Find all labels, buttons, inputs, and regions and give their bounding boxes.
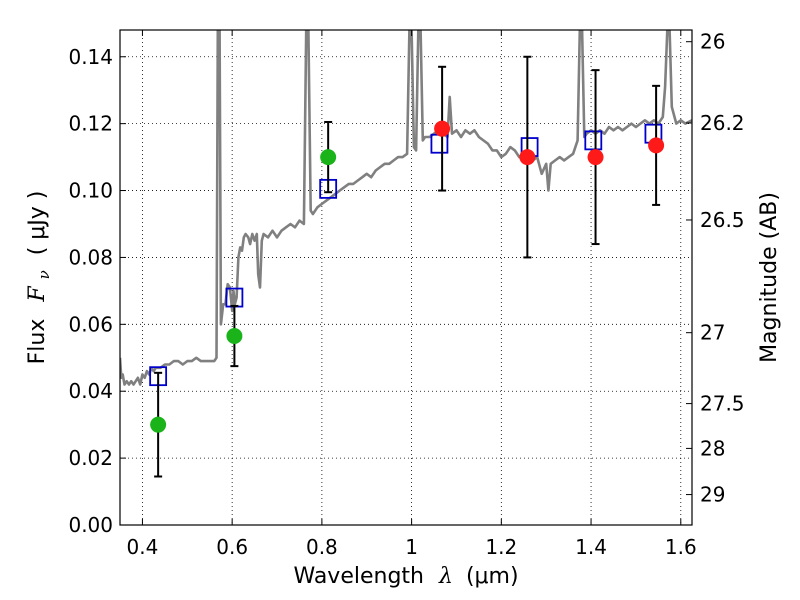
y2-tick-label: 27.5 bbox=[700, 392, 745, 416]
marker-layer bbox=[149, 55, 665, 478]
y-tick-label: 0.06 bbox=[68, 312, 113, 336]
y-tick-label: 0.08 bbox=[68, 245, 113, 269]
model-square-marker bbox=[430, 133, 449, 154]
y-tick-label: 0.14 bbox=[68, 45, 113, 69]
x-axis-label: Wavelength λ (μm) bbox=[293, 564, 518, 589]
y-tick-label: 0.02 bbox=[68, 446, 113, 470]
red-data-point bbox=[648, 137, 665, 154]
red-data-point bbox=[434, 120, 451, 137]
x-axis-label-prefix: Wavelength bbox=[293, 564, 424, 589]
y-tick-label: 0.12 bbox=[68, 112, 113, 136]
green-data-point bbox=[150, 416, 167, 433]
y-axis-label-prefix: Flux bbox=[25, 319, 50, 365]
x-tick-label: 1.2 bbox=[485, 535, 517, 559]
y2-tick-label: 28 bbox=[700, 436, 725, 460]
red-data-point bbox=[519, 149, 536, 166]
y-tick-label: 0.10 bbox=[68, 179, 113, 203]
x-tick-label: 0.6 bbox=[216, 535, 248, 559]
x-axis-label-unit: (μm) bbox=[466, 564, 519, 589]
x-axis-label-symbol: λ bbox=[438, 564, 453, 589]
green-data-point bbox=[320, 149, 337, 166]
y2-tick-label: 27 bbox=[700, 321, 725, 345]
grid-lines bbox=[120, 30, 692, 526]
plot-frame bbox=[119, 29, 693, 526]
x-tick-label: 0.4 bbox=[127, 535, 159, 559]
model-square-marker bbox=[584, 130, 603, 151]
y2-tick-label: 26.2 bbox=[700, 111, 745, 135]
spectrum-line bbox=[120, 30, 692, 386]
y2-tick-label: 26 bbox=[700, 30, 725, 54]
x-tick-label: 1.4 bbox=[575, 535, 607, 559]
y-axis-label: Flux F ν ( μJy ) bbox=[25, 191, 55, 365]
red-data-point bbox=[587, 149, 604, 166]
y-axis-label-symbol: F bbox=[25, 286, 50, 303]
spectrum-layer bbox=[120, 30, 692, 386]
y2-tick-label: 29 bbox=[700, 483, 725, 507]
y2-axis-label: Magnitude (AB) bbox=[757, 192, 782, 363]
y2-tick-label: 26.5 bbox=[700, 208, 745, 232]
x-tick-label: 0.8 bbox=[306, 535, 338, 559]
x-tick-label: 1.6 bbox=[665, 535, 697, 559]
y-tick-label: 0.04 bbox=[68, 379, 113, 403]
y-axis-label-unit: ( μJy ) bbox=[25, 191, 50, 256]
x-tick-label: 1 bbox=[405, 535, 418, 559]
y-tick-label: 0.00 bbox=[68, 513, 113, 537]
y-axis-label-subscript: ν bbox=[35, 270, 53, 279]
green-data-point bbox=[226, 328, 243, 345]
tick-layer: 0.4 0.6 0.8 1 1.2 1.4 1.6 0.00 0.02 0.04 0.06 0.08 0… bbox=[68, 30, 744, 559]
